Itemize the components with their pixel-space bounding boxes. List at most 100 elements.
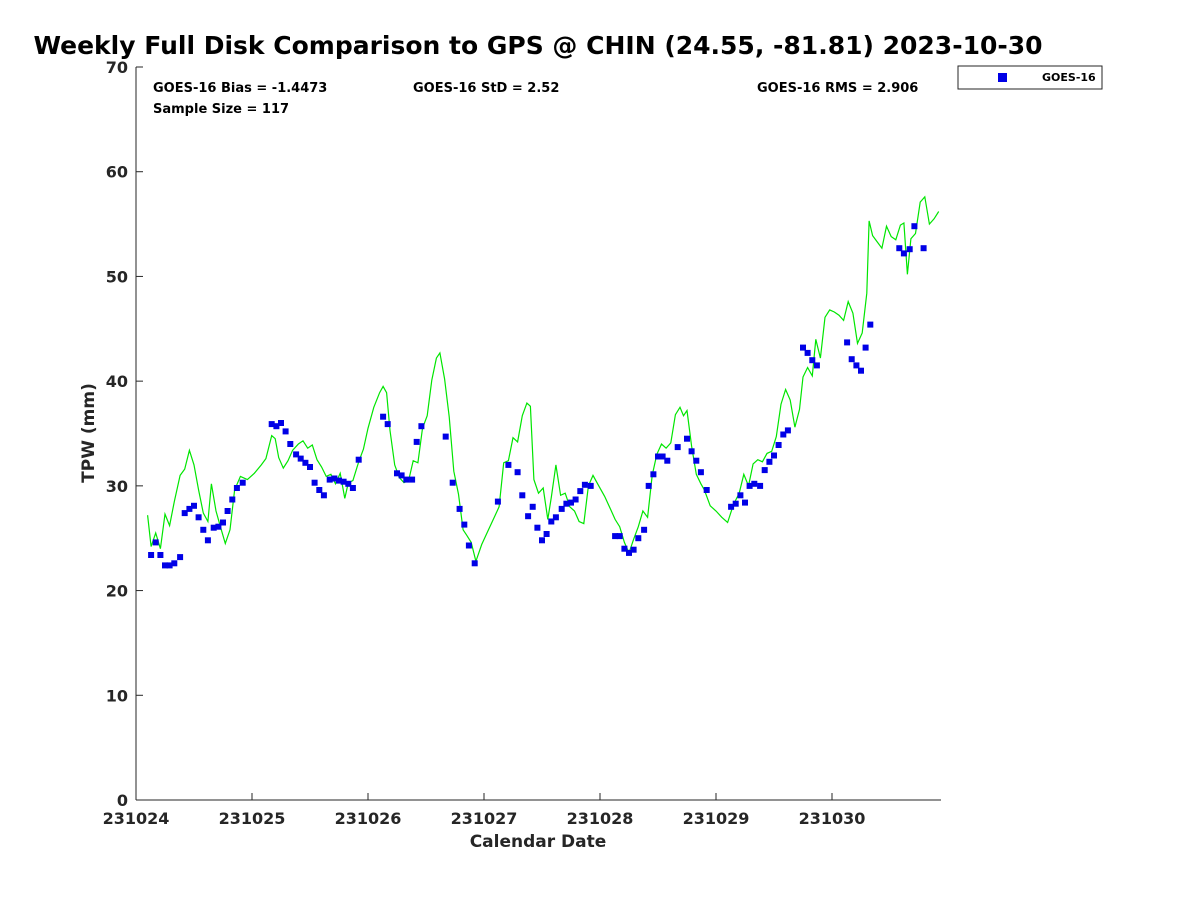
- goes16-point: [784, 427, 791, 434]
- goes16-point: [519, 492, 526, 499]
- goes16-point: [514, 469, 521, 476]
- goes16-point: [900, 250, 907, 257]
- goes16-point: [181, 510, 188, 517]
- gps-line: [147, 195, 940, 564]
- goes16-point: [674, 444, 681, 451]
- goes16-point: [398, 472, 405, 479]
- goes16-point: [349, 485, 356, 491]
- goes16-point: [558, 505, 565, 512]
- goes16-point: [616, 533, 623, 540]
- goes16-point: [920, 245, 927, 252]
- goes16-point: [418, 423, 425, 430]
- y-tick-label: 30: [106, 477, 128, 496]
- goes16-point: [195, 514, 202, 521]
- goes16-point: [355, 456, 362, 463]
- goes16-point: [345, 480, 352, 487]
- y-axis-ticks: 0 10 20 30 40 50 60 70: [106, 58, 143, 810]
- goes16-point: [311, 479, 318, 486]
- x-axis-ticks: 231024 231025 231026 231027 231028 231029 2310…: [103, 793, 866, 828]
- goes16-point: [626, 549, 632, 556]
- goes16-point: [297, 455, 304, 462]
- stat-rms: GOES-16 RMS = 2.906: [757, 81, 918, 96]
- goes16-point: [380, 413, 387, 420]
- goes16-point: [316, 487, 323, 493]
- goes16-point: [529, 503, 536, 510]
- goes16-point: [844, 339, 851, 346]
- goes16-point: [800, 344, 806, 351]
- goes16-point: [384, 421, 391, 428]
- goes16-point: [548, 518, 555, 525]
- y-tick-label: 50: [106, 267, 128, 286]
- goes16-point: [278, 420, 284, 426]
- stat-sample-size: Sample Size = 117: [153, 102, 289, 117]
- x-tick-label: 231027: [451, 809, 518, 828]
- goes16-point: [302, 459, 309, 466]
- goes16-point: [331, 475, 338, 482]
- goes16-point: [552, 514, 559, 521]
- goes16-point: [157, 552, 164, 558]
- goes16-point: [282, 428, 289, 435]
- goes16-point: [621, 545, 628, 552]
- goes16-point: [858, 367, 864, 374]
- x-tick-label: 231029: [683, 809, 750, 828]
- goes16-point: [409, 476, 416, 483]
- y-tick-label: 60: [106, 163, 128, 182]
- y-tick-label: 70: [106, 58, 128, 77]
- goes16-point: [867, 321, 874, 328]
- goes16-point: [200, 526, 207, 533]
- stat-bias: GOES-16 Bias = -1.4473: [153, 81, 327, 96]
- goes16-point: [413, 438, 420, 445]
- chart-title: Weekly Full Disk Comparison to GPS @ CHI…: [33, 31, 1042, 60]
- goes16-point: [204, 537, 211, 544]
- goes16-point: [732, 500, 739, 507]
- goes16-point: [746, 482, 753, 489]
- y-tick-label: 40: [106, 372, 128, 391]
- goes16-point: [655, 453, 661, 460]
- goes16-point: [268, 421, 275, 428]
- goes16-point: [191, 502, 197, 509]
- goes16-point: [697, 469, 704, 476]
- y-tick-label: 10: [106, 686, 128, 705]
- goes16-point: [166, 562, 173, 569]
- goes16-point: [848, 356, 855, 363]
- goes16-point: [775, 442, 782, 448]
- goes16-point: [152, 539, 159, 546]
- goes16-point: [703, 487, 710, 493]
- goes16-point: [630, 546, 637, 553]
- goes16-point: [461, 521, 468, 528]
- goes16-point: [572, 496, 579, 503]
- x-tick-label: 231030: [799, 809, 866, 828]
- stat-std: GOES-16 StD = 2.52: [413, 81, 559, 96]
- goes16-point: [659, 453, 666, 460]
- goes16-point: [761, 467, 768, 474]
- goes16-point: [577, 488, 584, 495]
- goes16-point: [340, 478, 347, 485]
- goes16-point: [853, 362, 860, 369]
- goes16-point: [287, 441, 294, 447]
- goes16-point: [862, 344, 869, 351]
- goes16-point: [215, 523, 222, 530]
- x-tick-label: 231025: [219, 809, 286, 828]
- goes16-point: [210, 524, 217, 531]
- goes16-point: [273, 423, 280, 430]
- goes16-point: [742, 499, 748, 506]
- goes16-point: [612, 533, 619, 540]
- goes16-point: [641, 526, 648, 533]
- goes16-point: [307, 464, 313, 470]
- goes16-point: [336, 477, 342, 484]
- y-tick-label: 20: [106, 582, 128, 601]
- y-axis-label: TPW (mm): [79, 383, 99, 483]
- goes16-point: [766, 458, 773, 465]
- goes16-point: [757, 482, 764, 489]
- goes16-point: [465, 542, 472, 549]
- goes16-point: [780, 431, 787, 438]
- goes16-point: [471, 560, 478, 567]
- goes16-point: [688, 448, 695, 455]
- goes16-point: [635, 535, 642, 542]
- series-layer: [147, 195, 940, 569]
- goes16-point: [456, 505, 463, 512]
- goes16-point: [737, 492, 744, 499]
- goes16-point: [186, 505, 193, 512]
- plot-area: [135, 67, 941, 801]
- goes16-point: [171, 560, 178, 567]
